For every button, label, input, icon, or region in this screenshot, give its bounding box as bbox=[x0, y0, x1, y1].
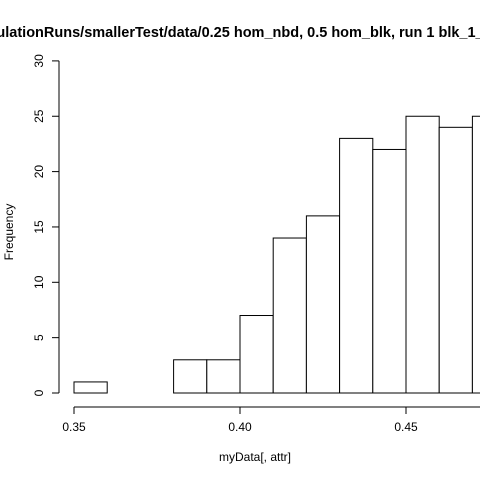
histogram-bar bbox=[406, 116, 439, 393]
histogram-bar bbox=[373, 149, 406, 393]
histogram-bar bbox=[340, 138, 373, 393]
y-tick-label: 15 bbox=[32, 220, 46, 234]
y-tick-label: 20 bbox=[32, 165, 46, 179]
histogram-bar bbox=[306, 216, 339, 393]
histogram-bar bbox=[439, 127, 472, 393]
x-axis: 0.350.400.450.500.550.60 bbox=[62, 407, 480, 434]
histogram-bar bbox=[174, 360, 207, 393]
chart-title: ulationRuns/smallerTest/data/0.25 hom_nb… bbox=[0, 25, 480, 41]
x-tick-label: 0.40 bbox=[228, 420, 252, 434]
x-tick-label: 0.35 bbox=[62, 420, 86, 434]
y-axis-label: Frequency bbox=[2, 204, 16, 261]
y-axis: 0 5 10 15 20 25 30 bbox=[32, 54, 59, 396]
histogram-bar bbox=[472, 116, 480, 393]
histogram-bars bbox=[74, 72, 480, 393]
y-tick-label: 30 bbox=[32, 54, 46, 68]
histogram-bar bbox=[273, 238, 306, 393]
y-tick-label: 10 bbox=[32, 275, 46, 289]
y-tick-label: 0 bbox=[32, 389, 46, 396]
histogram-bar bbox=[240, 316, 273, 393]
y-tick-label: 5 bbox=[32, 334, 46, 341]
histogram-bar bbox=[74, 382, 107, 393]
x-tick-label: 0.45 bbox=[394, 420, 418, 434]
x-axis-label: myData[, attr] bbox=[219, 450, 291, 464]
y-tick-label: 25 bbox=[32, 109, 46, 123]
histogram-bar bbox=[207, 360, 240, 393]
